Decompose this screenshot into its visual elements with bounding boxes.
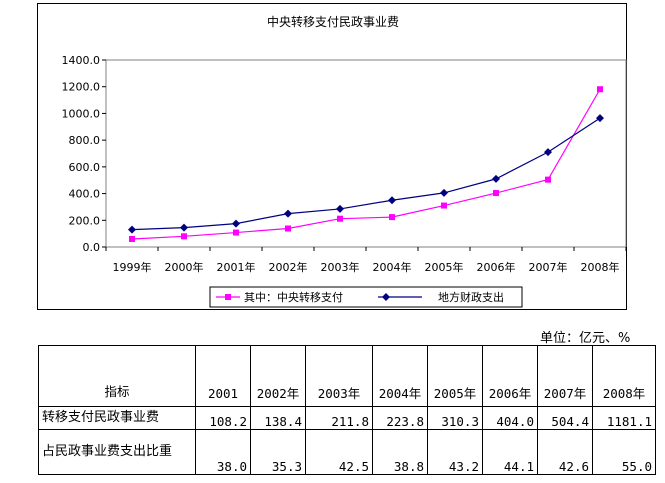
table-header-row: 指标 2001 2002年 2003年 2004年 2005年 2006年 20… [38,345,656,407]
data-point [336,204,344,213]
y-tick-label: 0.0 [83,241,101,254]
data-point [493,190,499,197]
y-tick-label: 600.0 [69,161,101,174]
data-point [597,86,603,93]
header-year: 2003年 [305,345,373,407]
table-cell: 38.0 [195,429,251,475]
line-chart: 中央转移支付民政事业费 0.0 200.0 400.0 600.0 800.0 1000.0… [62,14,627,308]
table-cell: 38.8 [372,429,428,475]
header-indicator: 指标 [38,345,196,407]
data-point [180,223,188,232]
header-year: 2007年 [537,345,593,407]
x-tick-label: 2003年 [321,260,360,274]
x-tick-label: 2001年 [217,260,256,274]
x-tick-label: 2006年 [477,260,516,274]
table-cell: 1181.1 [592,406,656,430]
table-cell: 211.8 [305,406,373,430]
data-point [492,174,500,183]
data-point [388,196,396,205]
header-year: 2005年 [427,345,483,407]
data-point [285,225,291,232]
chart-title: 中央转移支付民政事业费 [267,14,399,29]
x-tick-label: 2002年 [269,260,308,274]
row-label: 占民政事业费支出比重 [38,429,196,475]
legend-marker [382,293,390,301]
x-tick-label: 2008年 [581,260,620,274]
data-point [440,188,448,197]
table-cell: 44.1 [482,429,538,475]
chart-frame: 中央转移支付民政事业费 0.0 200.0 400.0 600.0 800.0 1000.0… [37,3,627,310]
series-line [131,117,601,231]
y-tick-label: 1000.0 [62,107,101,120]
x-tick-label: 2004年 [373,260,412,274]
series-line [131,88,601,240]
header-year: 2004年 [372,345,428,407]
row-label: 转移支付民政事业费 [38,406,196,430]
y-tick-label: 200.0 [69,214,101,227]
y-tick-label: 800.0 [69,134,101,147]
data-point [544,148,552,157]
table-cell: 404.0 [482,406,538,430]
data-point [337,215,343,222]
data-table: 指标 2001 2002年 2003年 2004年 2005年 2006年 20… [38,345,656,475]
table-cell: 310.3 [427,406,483,430]
data-point [232,219,240,228]
data-point [128,225,136,234]
y-tick-label: 400.0 [69,188,101,201]
header-year: 2001 [195,345,251,407]
y-tick-label: 1400.0 [62,54,101,67]
data-point [181,233,187,240]
header-year: 2008年 [592,345,656,407]
y-tick-label: 1200.0 [62,81,101,94]
header-year: 2002年 [250,345,306,407]
legend-label: 其中：中央转移支付 [244,290,343,304]
table-cell: 55.0 [592,429,656,475]
table-cell: 108.2 [195,406,251,430]
data-point [545,176,551,183]
table-cell: 35.3 [250,429,306,475]
table-row: 占民政事业费支出比重 38.0 35.3 42.5 38.8 43.2 44.1… [38,429,656,475]
data-point [389,214,395,221]
data-point [129,235,135,242]
data-point [596,114,604,123]
table-cell: 504.4 [537,406,593,430]
table-cell: 223.8 [372,406,428,430]
table-cell: 43.2 [427,429,483,475]
legend-label: 地方财政支出 [438,290,504,304]
legend-marker [225,294,231,300]
table-cell: 42.5 [305,429,373,475]
data-point [441,202,447,209]
table-row: 转移支付民政事业费 108.2 138.4 211.8 223.8 310.3 … [38,406,656,430]
header-year: 2006年 [482,345,538,407]
x-tick-label: 1999年 [113,260,152,274]
table-cell: 42.6 [537,429,593,475]
x-tick-label: 2000年 [165,260,204,274]
table-cell: 138.4 [250,406,306,430]
x-tick-label: 2005年 [425,260,464,274]
data-point [284,209,292,218]
legend-box [209,286,523,308]
x-tick-label: 2007年 [529,260,568,274]
data-point [233,229,239,236]
unit-label: 单位：亿元、% [540,331,631,346]
